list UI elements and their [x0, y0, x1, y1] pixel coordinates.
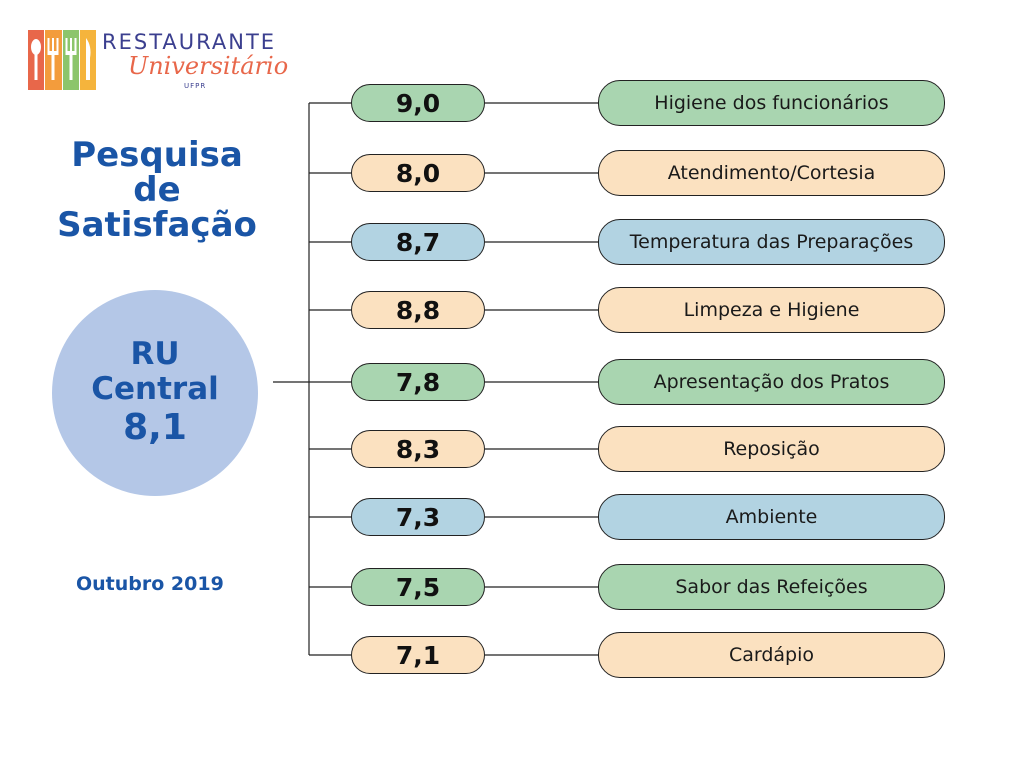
logo-bar-fork: [45, 30, 62, 90]
criterion-label: Reposição: [598, 426, 945, 472]
page-title: Pesquisa de Satisfação: [52, 138, 262, 243]
title-line-1: Pesquisa: [71, 135, 243, 175]
criterion-label: Atendimento/Cortesia: [598, 150, 945, 196]
logo: RESTAURANTE Universitário UFPR: [28, 26, 290, 92]
summary-circle: RU Central 8,1: [52, 290, 258, 496]
fork-icon: [65, 38, 77, 80]
criterion-label: Ambiente: [598, 494, 945, 540]
logo-script: Universitário: [128, 52, 289, 80]
criterion-label: Higiene dos funcionários: [598, 80, 945, 126]
score-pill: 7,8: [351, 363, 485, 401]
score-pill: 9,0: [351, 84, 485, 122]
logo-utensils: [28, 30, 96, 90]
criterion-label: Limpeza e Higiene: [598, 287, 945, 333]
title-line-3: Satisfação: [57, 205, 257, 245]
summary-score: 8,1: [123, 407, 187, 448]
summary-name-line-2: Central: [91, 371, 219, 407]
logo-title: RESTAURANTE: [102, 30, 277, 54]
logo-sub: UFPR: [184, 82, 207, 90]
score-pill: 7,5: [351, 568, 485, 606]
criterion-label: Sabor das Refeições: [598, 564, 945, 610]
logo-bar-spoon: [28, 30, 45, 90]
title-line-2: de: [133, 170, 181, 210]
logo-bar-fork-2: [62, 30, 79, 90]
score-pill: 7,1: [351, 636, 485, 674]
summary-name-line-1: RU: [130, 336, 180, 372]
score-pill: 8,7: [351, 223, 485, 261]
spoon-icon: [31, 39, 42, 80]
knife-icon: [85, 38, 91, 80]
score-pill: 8,8: [351, 291, 485, 329]
logo-bar-knife: [79, 30, 96, 90]
score-pill: 7,3: [351, 498, 485, 536]
survey-date: Outubro 2019: [76, 573, 224, 595]
criterion-label: Apresentação dos Pratos: [598, 359, 945, 405]
score-pill: 8,0: [351, 154, 485, 192]
criterion-label: Cardápio: [598, 632, 945, 678]
fork-icon: [47, 38, 59, 80]
criterion-label: Temperatura das Preparações: [598, 219, 945, 265]
score-pill: 8,3: [351, 430, 485, 468]
